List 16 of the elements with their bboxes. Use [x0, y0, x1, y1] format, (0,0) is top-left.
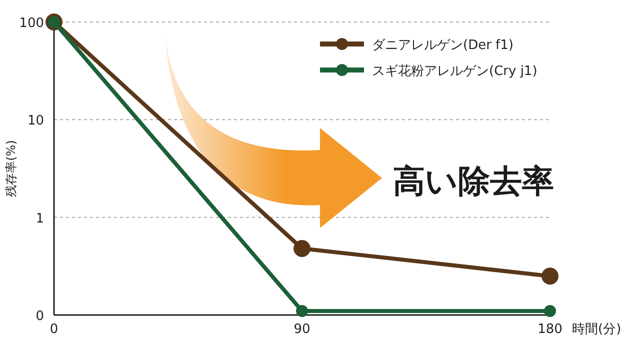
- y-tick-label: 0: [36, 309, 44, 324]
- annotation: 高い除去率: [393, 162, 554, 200]
- legend-label: ダニアレルゲン(Der f1): [372, 38, 514, 53]
- point: [294, 240, 310, 257]
- point: [542, 268, 558, 285]
- y-tick-label: 1: [36, 211, 44, 226]
- x-tick-label: 90: [294, 322, 310, 337]
- x-axis-title: 時間(分): [572, 322, 622, 337]
- y-tick-label: 10: [27, 114, 44, 129]
- x-tick-label: 180: [538, 322, 562, 337]
- y-tick-label: 100: [19, 16, 44, 31]
- point: [296, 304, 308, 317]
- point: [544, 304, 556, 317]
- y-axis-title: 残存率(%): [4, 140, 18, 197]
- legend-label: スギ花粉アレルゲン(Cry j1): [372, 64, 538, 79]
- x-tick-label: 0: [50, 322, 58, 337]
